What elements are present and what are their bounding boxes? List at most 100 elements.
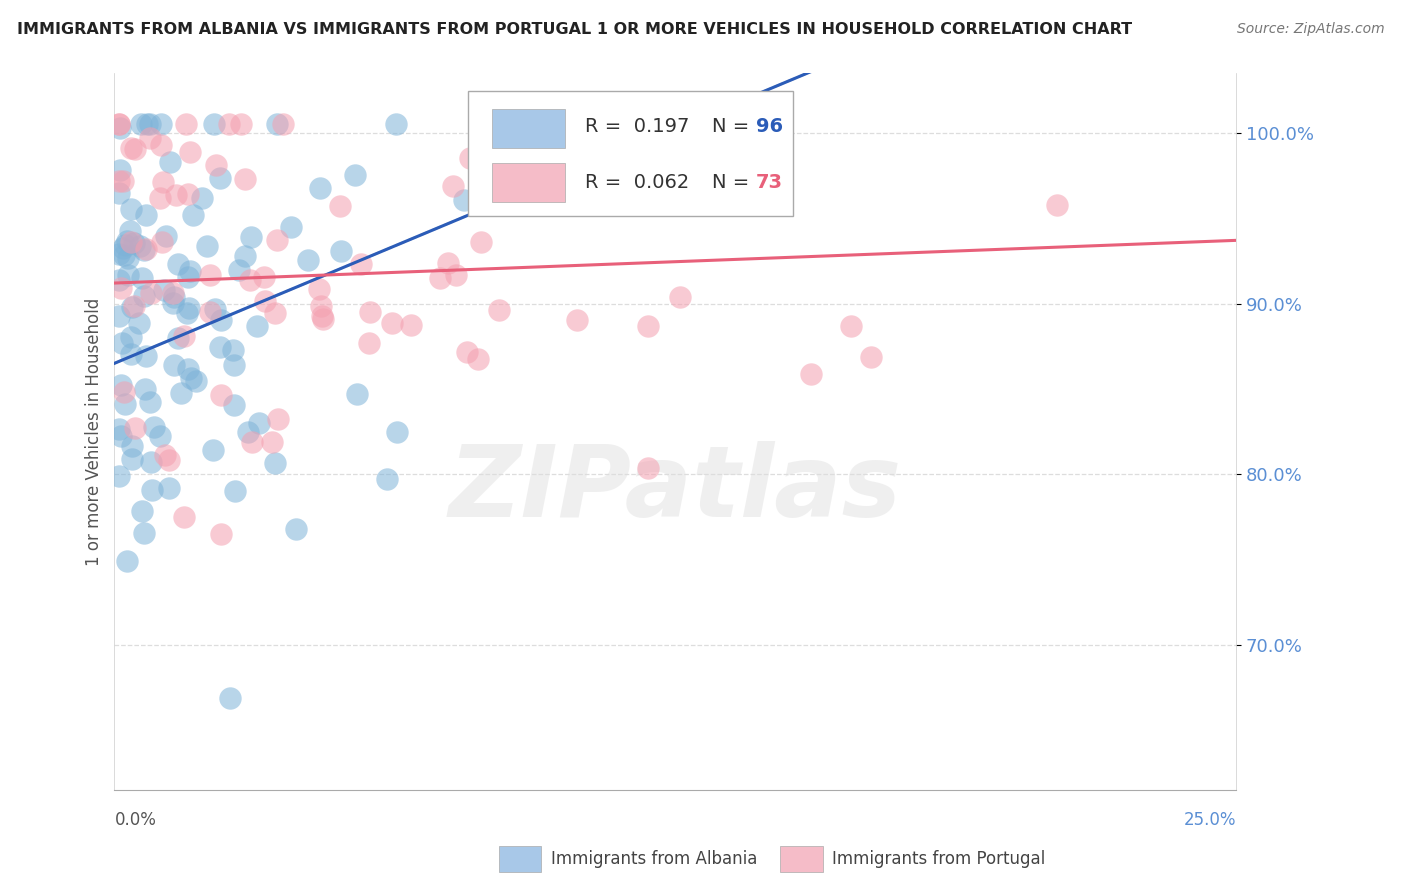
Point — [166, 256, 188, 270]
Point — [266, 117, 288, 131]
Point — [637, 319, 659, 334]
Point — [202, 442, 225, 457]
Point — [149, 138, 172, 153]
Point — [222, 359, 245, 373]
Point — [120, 330, 142, 344]
Point — [117, 252, 139, 266]
Point — [108, 163, 131, 178]
Point — [742, 176, 765, 190]
Point — [157, 452, 180, 467]
Point — [108, 273, 131, 287]
Point — [446, 268, 468, 283]
FancyBboxPatch shape — [492, 162, 565, 202]
Text: ZIPatlas: ZIPatlas — [449, 441, 901, 538]
Point — [285, 522, 308, 536]
Point — [218, 117, 240, 131]
Point — [111, 174, 134, 188]
Point — [174, 117, 197, 131]
Point — [114, 238, 136, 252]
Point — [152, 283, 174, 297]
Point — [309, 181, 332, 195]
Point — [157, 481, 180, 495]
Point — [186, 374, 208, 388]
Point — [132, 244, 155, 258]
Point — [399, 318, 422, 332]
Point — [264, 456, 287, 470]
Point — [170, 385, 193, 400]
Point — [159, 154, 181, 169]
Point — [117, 268, 139, 282]
Point — [458, 151, 481, 165]
Point — [839, 319, 862, 334]
Point — [129, 239, 152, 253]
Point — [163, 290, 186, 304]
Point — [134, 525, 156, 540]
Text: 0.0%: 0.0% — [114, 811, 156, 829]
Point — [176, 306, 198, 320]
Point — [179, 145, 201, 159]
Point — [247, 417, 270, 431]
Point — [120, 202, 142, 217]
Text: R =  0.062: R = 0.062 — [585, 172, 690, 192]
Point — [121, 439, 143, 453]
Text: Immigrants from Albania: Immigrants from Albania — [551, 850, 758, 868]
Point — [350, 257, 373, 271]
Point — [120, 235, 142, 249]
Y-axis label: 1 or more Vehicles in Household: 1 or more Vehicles in Household — [86, 298, 103, 566]
Point — [176, 187, 198, 202]
Point — [167, 331, 190, 345]
Point — [111, 241, 134, 255]
Point — [108, 117, 131, 131]
Point — [239, 273, 262, 287]
Point — [239, 229, 262, 244]
Point — [231, 117, 253, 131]
Point — [115, 554, 138, 568]
Point — [602, 193, 624, 207]
Point — [441, 179, 464, 194]
Point — [470, 235, 492, 249]
Point — [309, 299, 332, 313]
Point — [134, 382, 156, 396]
Point — [141, 455, 163, 469]
Point — [180, 371, 202, 385]
Point — [668, 290, 690, 304]
Point — [138, 131, 160, 145]
Point — [121, 300, 143, 314]
Point — [179, 264, 201, 278]
Point — [233, 249, 256, 263]
Point — [152, 175, 174, 189]
Point — [143, 420, 166, 434]
Point — [209, 527, 232, 541]
Point — [163, 358, 186, 372]
Point — [150, 117, 173, 131]
Point — [173, 510, 195, 524]
Point — [120, 346, 142, 360]
Point — [141, 286, 163, 301]
Point — [129, 117, 152, 131]
Point — [456, 345, 478, 359]
Point — [253, 270, 276, 285]
Point — [436, 256, 458, 270]
Point — [165, 187, 187, 202]
Point — [329, 244, 352, 258]
Point — [131, 270, 153, 285]
Point — [122, 299, 145, 313]
Point — [120, 141, 142, 155]
Point — [637, 460, 659, 475]
Point — [132, 289, 155, 303]
Point — [135, 208, 157, 222]
Text: N =: N = — [713, 172, 755, 192]
Point — [108, 186, 131, 201]
Point — [204, 302, 226, 317]
Point — [1046, 198, 1069, 212]
Text: Source: ZipAtlas.com: Source: ZipAtlas.com — [1237, 22, 1385, 37]
Text: Immigrants from Portugal: Immigrants from Portugal — [832, 850, 1046, 868]
Point — [222, 343, 245, 357]
Point — [359, 305, 381, 319]
Point — [139, 117, 162, 131]
Point — [387, 425, 409, 440]
Point — [271, 117, 294, 131]
Point — [110, 281, 132, 295]
Point — [177, 301, 200, 315]
Point — [297, 252, 319, 267]
